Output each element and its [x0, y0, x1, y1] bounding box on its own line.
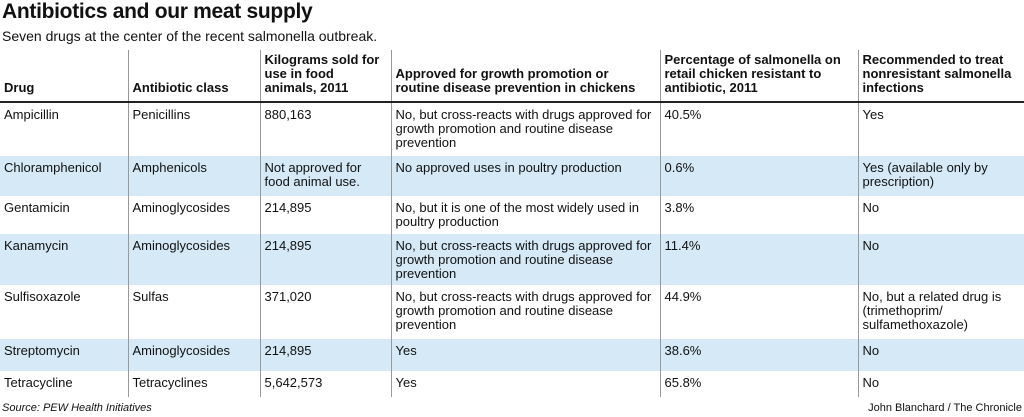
- table-row: Gentamicin Aminoglycosides 214,895 No, but …: [0, 196, 1024, 234]
- table-cell: No, but cross-reacts with drugs approved…: [390, 102, 660, 156]
- table-cell: No: [857, 339, 1024, 371]
- table-cell: Yes: [390, 339, 660, 371]
- table-cell: No, but a related drug is (trimethoprim/…: [857, 285, 1024, 339]
- table-cell: Penicillins: [127, 102, 260, 156]
- table-cell: No: [857, 371, 1024, 397]
- table-cell: Tetracyclines: [127, 371, 260, 397]
- table: Drug Antibiotic class Kilograms sold for u…: [0, 50, 1024, 397]
- table-row: Ampicillin Penicillins 880,163 No, but cros…: [0, 102, 1024, 156]
- header-row: Drug Antibiotic class Kilograms sold for u…: [0, 50, 1024, 103]
- column-header: Antibiotic class: [127, 50, 260, 103]
- table-row: Sulfisoxazole Sulfas 371,020 No, but cross-…: [0, 285, 1024, 339]
- table-cell: 880,163: [259, 102, 391, 156]
- table-cell: Tetracycline: [4, 375, 73, 390]
- table-cell: Sulfas: [127, 285, 260, 339]
- table-row: Streptomycin Aminoglycosides 214,895 Yes 38.…: [0, 339, 1024, 371]
- table-cell: 371,020: [259, 285, 391, 339]
- table-cell: 44.9%: [659, 285, 858, 339]
- table-cell: Chloramphenicol: [0, 156, 128, 196]
- table-cell: 38.6%: [659, 339, 858, 371]
- table-row: Chloramphenicol Amphenicols Not approved f…: [0, 156, 1024, 196]
- table-cell: Sulfisoxazole: [4, 289, 81, 304]
- table-cell: Not approved for food animal use.: [259, 156, 391, 196]
- table-cell: 11.4%: [659, 234, 858, 285]
- table-cell: 3.8%: [659, 196, 858, 234]
- table-cell: No, but it is one of the most widely use…: [390, 196, 660, 234]
- table-cell: Aminoglycosides: [127, 234, 260, 285]
- title: Antibiotics and our meat supply: [2, 0, 313, 23]
- column-header: Percentage of salmonella on retail chick…: [659, 50, 858, 103]
- table-cell: Gentamicin: [4, 200, 70, 215]
- column-header: Kilograms sold for use in food animals, …: [259, 50, 391, 103]
- column-header: Recommended to treat nonresistant salmon…: [857, 50, 1024, 103]
- table-cell: Yes: [390, 371, 660, 397]
- table-row: Tetracycline Tetracyclines 5,642,573 Yes 65.…: [0, 371, 1024, 397]
- table-cell: 214,895: [259, 339, 391, 371]
- table-cell: No: [857, 234, 1024, 285]
- table-cell: Amphenicols: [127, 156, 260, 196]
- table-cell: 65.8%: [659, 371, 858, 397]
- table-cell: 0.6%: [659, 156, 858, 196]
- table-cell: No approved uses in poultry production: [390, 156, 660, 196]
- table-cell: Yes (available only by prescription): [857, 156, 1024, 196]
- credit: John Blanchard / The Chronicle: [868, 402, 1022, 414]
- table-cell: Aminoglycosides: [127, 339, 260, 371]
- table-cell: No: [857, 196, 1024, 234]
- column-header: Drug: [0, 50, 128, 103]
- column-header: Approved for growth promotion or routine…: [390, 50, 660, 103]
- table-cell: No, but cross-reacts with drugs approved…: [390, 285, 660, 339]
- subtitle: Seven drugs at the center of the recent …: [2, 28, 378, 44]
- table-cell: Streptomycin: [0, 339, 128, 371]
- table-cell: 214,895: [259, 196, 391, 234]
- source: Source: PEW Health Initiatives: [2, 402, 152, 414]
- table-cell: 5,642,573: [259, 371, 391, 397]
- table-row: Kanamycin Aminoglycosides 214,895 No, but c…: [0, 234, 1024, 285]
- table-cell: Ampicillin: [4, 107, 59, 122]
- table-cell: Kanamycin: [0, 234, 128, 285]
- table-cell: No, but cross-reacts with drugs approved…: [390, 234, 660, 285]
- table-cell: Yes: [857, 102, 1024, 156]
- table-cell: Aminoglycosides: [127, 196, 260, 234]
- table-cell: 214,895: [259, 234, 391, 285]
- table-cell: 40.5%: [659, 102, 858, 156]
